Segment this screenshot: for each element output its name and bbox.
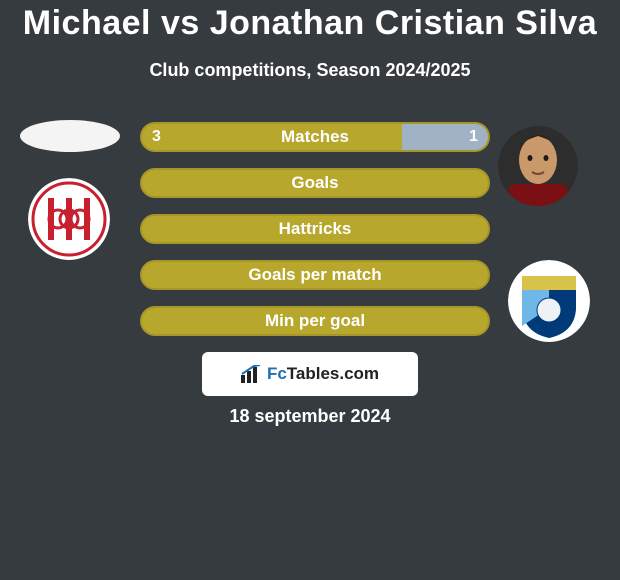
watermark: FcTables.com <box>202 352 418 396</box>
comparison-card: Michael vs Jonathan Cristian Silva Club … <box>0 0 620 580</box>
watermark-prefix: Fc <box>267 364 287 384</box>
stat-bar-label: Goals per match <box>142 262 488 288</box>
stat-bar: Min per goal <box>140 306 490 336</box>
player-photo-right <box>498 126 578 206</box>
stat-bar: Hattricks <box>140 214 490 244</box>
stat-bar: Goals <box>140 168 490 198</box>
stat-bar-left-value: 3 <box>142 124 171 150</box>
club-badge-right <box>508 260 590 342</box>
bar-chart-icon <box>241 365 263 383</box>
club-crest-icon <box>28 178 110 260</box>
date-label: 18 september 2024 <box>0 406 620 427</box>
stat-bar-label: Min per goal <box>142 308 488 334</box>
watermark-suffix: Tables.com <box>287 364 379 384</box>
subtitle: Club competitions, Season 2024/2025 <box>0 60 620 81</box>
stat-bar-label: Matches <box>142 124 488 150</box>
stat-bar: Goals per match <box>140 260 490 290</box>
stat-bar-label: Goals <box>142 170 488 196</box>
club-crest-icon <box>508 260 590 342</box>
club-badge-left <box>28 178 110 260</box>
stat-bar-right-value: 1 <box>459 124 488 150</box>
stat-bar: Matches3 1 <box>140 122 490 152</box>
player-photo-left <box>20 120 120 152</box>
stat-bar-label: Hattricks <box>142 216 488 242</box>
page-title: Michael vs Jonathan Cristian Silva <box>0 4 620 43</box>
avatar-icon <box>498 126 578 206</box>
